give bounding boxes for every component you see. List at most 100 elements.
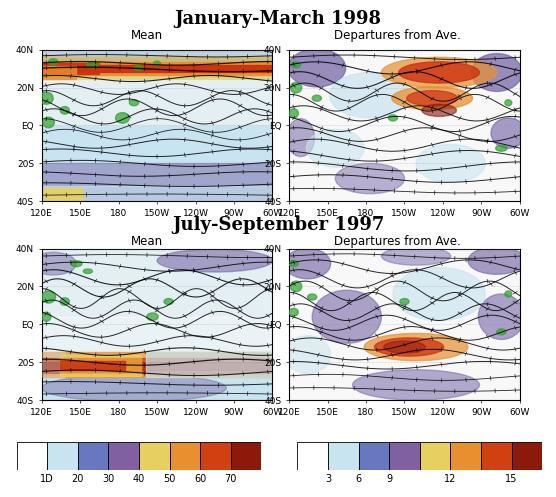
Ellipse shape	[285, 335, 331, 374]
Text: 6: 6	[355, 474, 362, 484]
Bar	[42, 164, 272, 201]
Bar	[42, 65, 272, 73]
Text: 20: 20	[72, 474, 84, 484]
Ellipse shape	[399, 62, 479, 83]
Ellipse shape	[491, 118, 525, 148]
Ellipse shape	[42, 374, 226, 402]
Text: July-September 1997: July-September 1997	[172, 216, 384, 234]
Ellipse shape	[422, 104, 456, 116]
Bar	[139, 442, 170, 470]
Ellipse shape	[471, 54, 522, 91]
Text: 3: 3	[325, 474, 331, 484]
Ellipse shape	[130, 100, 138, 106]
Ellipse shape	[42, 291, 56, 303]
Text: 30: 30	[102, 474, 115, 484]
Ellipse shape	[353, 370, 479, 400]
Bar	[42, 186, 272, 201]
FancyBboxPatch shape	[146, 351, 272, 377]
Bar	[78, 442, 108, 470]
Bar	[42, 362, 272, 370]
Bar	[289, 248, 520, 400]
FancyBboxPatch shape	[42, 188, 83, 201]
Text: 15: 15	[505, 474, 518, 484]
Ellipse shape	[43, 117, 54, 128]
Bar	[42, 248, 272, 400]
Ellipse shape	[48, 59, 58, 65]
Bar	[200, 442, 231, 470]
Ellipse shape	[289, 260, 299, 267]
Bar	[47, 442, 78, 470]
Ellipse shape	[416, 145, 485, 182]
Bar	[231, 442, 261, 470]
Bar	[170, 442, 200, 470]
Bar	[297, 442, 328, 470]
Text: 50: 50	[163, 474, 176, 484]
FancyBboxPatch shape	[42, 67, 76, 79]
Ellipse shape	[388, 115, 398, 121]
Ellipse shape	[375, 338, 444, 356]
Bar	[450, 442, 481, 470]
Ellipse shape	[381, 57, 497, 87]
Ellipse shape	[71, 260, 82, 267]
Bar	[359, 442, 389, 470]
Text: 12: 12	[444, 474, 456, 484]
Ellipse shape	[83, 269, 92, 273]
Ellipse shape	[335, 164, 405, 194]
Ellipse shape	[291, 62, 301, 68]
Ellipse shape	[330, 73, 410, 118]
Ellipse shape	[157, 249, 272, 272]
Ellipse shape	[497, 329, 506, 335]
Bar	[512, 442, 542, 470]
Ellipse shape	[290, 281, 302, 292]
Bar	[42, 248, 272, 317]
Ellipse shape	[478, 294, 524, 339]
Bar	[42, 351, 272, 377]
Text: 1D: 1D	[41, 474, 54, 484]
Ellipse shape	[60, 298, 70, 305]
FancyBboxPatch shape	[60, 361, 125, 370]
Ellipse shape	[505, 100, 512, 106]
FancyBboxPatch shape	[42, 351, 64, 377]
Ellipse shape	[381, 247, 451, 265]
Ellipse shape	[306, 129, 364, 167]
Text: 40: 40	[133, 474, 145, 484]
Bar	[42, 50, 272, 57]
Text: 9: 9	[386, 474, 393, 484]
Ellipse shape	[87, 62, 98, 68]
Ellipse shape	[39, 92, 53, 104]
Ellipse shape	[468, 247, 525, 274]
Ellipse shape	[400, 299, 409, 305]
Bar	[108, 442, 139, 470]
Ellipse shape	[42, 312, 51, 321]
Bar	[481, 442, 512, 470]
Ellipse shape	[384, 341, 425, 353]
Text: Mean: Mean	[131, 235, 163, 248]
Ellipse shape	[289, 109, 299, 118]
Ellipse shape	[134, 66, 143, 70]
FancyBboxPatch shape	[42, 63, 100, 74]
Ellipse shape	[288, 49, 346, 87]
Ellipse shape	[495, 145, 507, 151]
Ellipse shape	[164, 299, 173, 305]
Text: Departures from Ave.: Departures from Ave.	[334, 235, 461, 248]
Ellipse shape	[30, 252, 76, 275]
Bar	[42, 317, 272, 362]
FancyBboxPatch shape	[60, 358, 141, 372]
Ellipse shape	[153, 61, 161, 66]
Text: Departures from Ave.: Departures from Ave.	[334, 29, 461, 42]
Text: 70: 70	[225, 474, 237, 484]
Bar	[42, 57, 272, 80]
Bar	[42, 358, 272, 373]
Text: 60: 60	[194, 474, 206, 484]
Ellipse shape	[407, 90, 458, 106]
Ellipse shape	[307, 294, 317, 300]
Bar	[328, 442, 359, 470]
Ellipse shape	[60, 106, 70, 114]
Bar	[42, 125, 272, 164]
Ellipse shape	[285, 248, 331, 279]
Ellipse shape	[147, 313, 158, 321]
Text: January-March 1998: January-March 1998	[175, 10, 381, 28]
Bar	[17, 442, 47, 470]
Ellipse shape	[290, 83, 302, 93]
Bar	[42, 62, 272, 76]
